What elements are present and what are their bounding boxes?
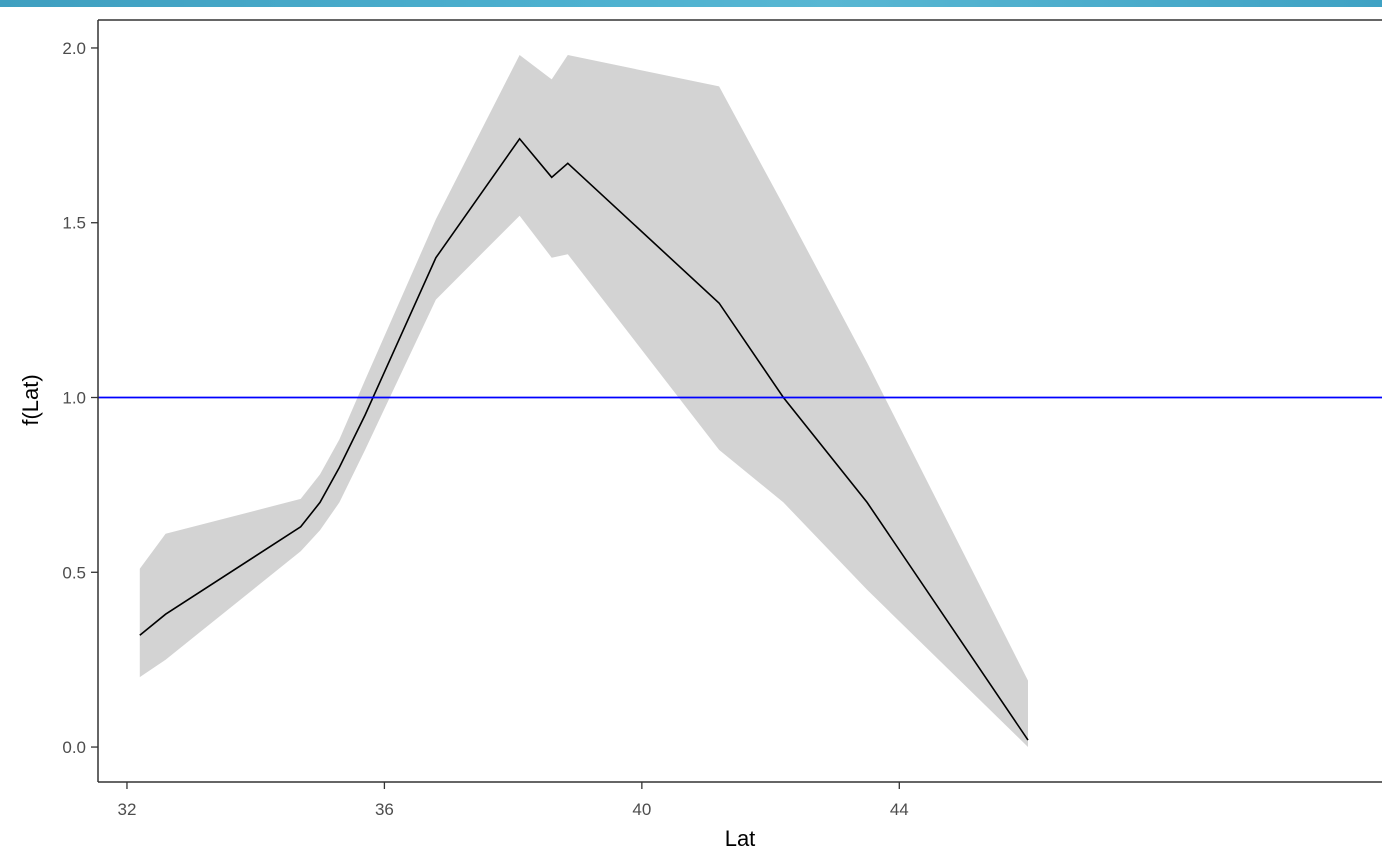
- x-tick-label: 36: [375, 800, 394, 819]
- y-tick-label: 2.0: [62, 39, 86, 58]
- y-tick-label: 0.0: [62, 738, 86, 757]
- y-tick-label: 1.5: [62, 214, 86, 233]
- y-axis-title: f(Lat): [18, 374, 43, 425]
- confidence-band: [140, 55, 1028, 747]
- y-tick-label: 0.5: [62, 563, 86, 582]
- confidence-band-layer: [140, 55, 1028, 747]
- x-tick-label: 32: [118, 800, 137, 819]
- x-axis-title: Lat: [725, 826, 756, 851]
- x-tick-label: 44: [890, 800, 909, 819]
- y-tick-label: 1.0: [62, 389, 86, 408]
- x-tick-label: 40: [632, 800, 651, 819]
